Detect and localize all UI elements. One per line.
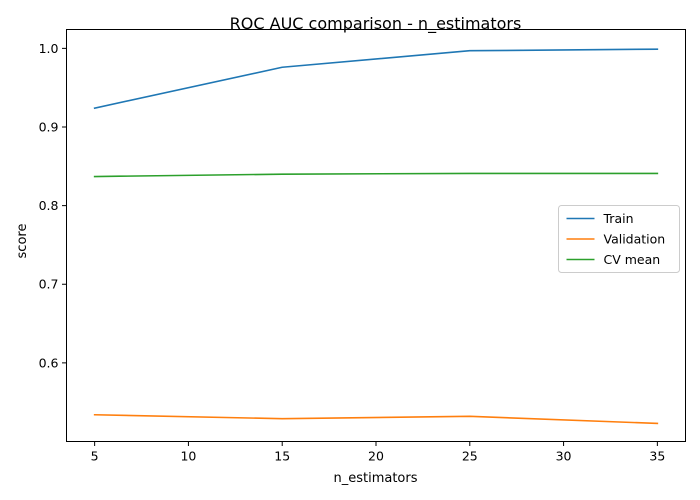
x-tick-label: 5	[91, 449, 99, 464]
y-tick-label: 0.6	[39, 355, 59, 370]
legend-label-cv-mean: CV mean	[604, 252, 661, 267]
x-tick-label: 35	[649, 449, 665, 464]
x-axis-label: n_estimators	[333, 471, 417, 486]
legend-label-train: Train	[603, 211, 634, 226]
x-tick-label: 10	[180, 449, 196, 464]
x-tick-label: 20	[368, 449, 384, 464]
y-axis-label: score	[15, 224, 30, 259]
y-tick-label: 0.8	[39, 198, 59, 213]
x-tick-label: 30	[556, 449, 572, 464]
series-line-train	[93, 48, 659, 110]
chart-title: ROC AUC comparison - n_estimators	[230, 14, 522, 34]
series-line-validation	[93, 413, 659, 425]
plot-frame	[66, 29, 686, 442]
x-tick-label: 25	[462, 449, 478, 464]
legend-box	[558, 205, 680, 273]
x-tick-label: 15	[274, 449, 290, 464]
y-tick-label: 1.0	[39, 41, 59, 56]
series-line-cv-mean	[93, 172, 659, 178]
y-tick-label: 0.7	[39, 277, 59, 292]
legend-label-validation: Validation	[604, 232, 666, 247]
y-tick-label: 0.9	[39, 119, 59, 134]
